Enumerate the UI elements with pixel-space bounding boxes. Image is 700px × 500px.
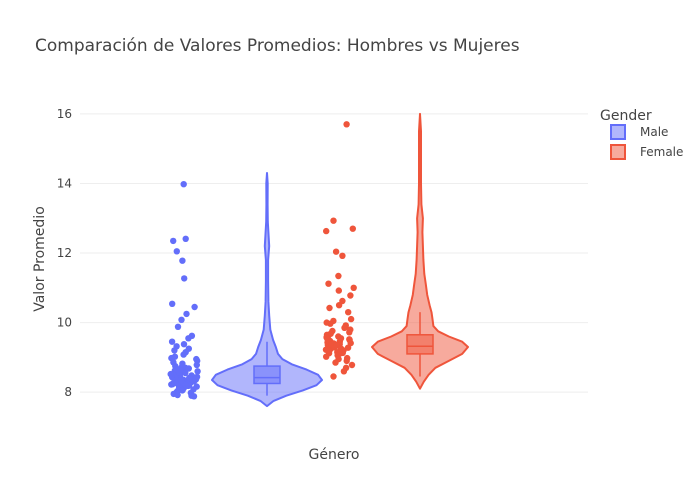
y-axis-ticks: 8 10 12 14 16 [57, 107, 72, 399]
data-point [335, 272, 342, 280]
data-point [348, 361, 356, 369]
y-tick-label: 14 [57, 176, 72, 190]
data-point [179, 257, 186, 264]
data-point [335, 287, 342, 294]
data-point [173, 248, 180, 255]
y-axis-title: Valor Promedio [32, 206, 48, 312]
data-point [170, 237, 177, 245]
data-point [179, 387, 186, 394]
data-point [190, 393, 198, 400]
data-point [347, 315, 355, 323]
data-point [180, 181, 187, 188]
data-point [332, 359, 339, 366]
data-point [346, 329, 353, 336]
legend-swatch-male [610, 124, 626, 140]
data-point [339, 252, 346, 259]
data-point [325, 280, 332, 287]
data-point [194, 368, 201, 375]
data-point [343, 121, 350, 128]
data-point [177, 377, 185, 384]
data-point [191, 303, 198, 311]
legend-title: Gender [600, 108, 652, 124]
violin-female [371, 112, 469, 390]
data-point [333, 342, 340, 349]
data-point [323, 353, 330, 360]
box-plots [253, 312, 434, 396]
violin-plots [211, 112, 469, 408]
data-point [172, 365, 180, 373]
legend-label-female: Female [640, 145, 683, 159]
data-point [323, 334, 330, 342]
data-point [174, 391, 181, 399]
legend-items: Male Female [610, 124, 683, 160]
data-point [332, 248, 340, 255]
data-point [327, 320, 334, 327]
data-point [345, 309, 352, 316]
x-axis-title: Género [309, 447, 360, 463]
data-point [180, 341, 188, 348]
data-point [171, 347, 178, 354]
legend-swatch-female [610, 144, 626, 160]
box-female [406, 334, 434, 355]
data-point [182, 235, 189, 242]
data-point [167, 370, 174, 378]
data-point [325, 347, 332, 354]
data-point [168, 338, 176, 345]
data-point [337, 345, 345, 352]
y-tick-label: 16 [57, 107, 72, 121]
data-point [341, 324, 348, 331]
data-point [340, 368, 348, 375]
violin-male [211, 172, 323, 408]
legend-label-male: Male [640, 125, 668, 139]
data-point [186, 374, 193, 382]
data-point [330, 373, 337, 380]
data-point [185, 335, 192, 342]
data-point [181, 275, 188, 282]
data-point [330, 217, 337, 224]
data-point [182, 369, 189, 377]
data-point [343, 357, 350, 365]
chart-title: Comparación de Valores Promedios: Hombre… [35, 36, 520, 56]
data-point [169, 300, 176, 307]
box-male [253, 365, 281, 385]
data-point [323, 227, 330, 235]
data-point [326, 304, 333, 312]
data-point [180, 351, 187, 358]
data-point [350, 284, 357, 291]
data-point [182, 381, 189, 389]
data-point [347, 339, 354, 347]
data-point [335, 302, 343, 309]
y-tick-label: 12 [57, 246, 72, 260]
data-point [193, 361, 200, 369]
data-point [168, 381, 175, 388]
data-points [167, 121, 357, 400]
data-point [174, 323, 182, 330]
y-tick-label: 8 [64, 385, 72, 399]
data-point [347, 292, 354, 299]
y-tick-label: 10 [57, 316, 72, 330]
data-point [183, 310, 190, 318]
data-point [349, 225, 356, 232]
data-point [335, 333, 342, 340]
data-point [178, 316, 185, 323]
legend: Gender Male Female [600, 108, 683, 160]
data-point [185, 365, 192, 372]
